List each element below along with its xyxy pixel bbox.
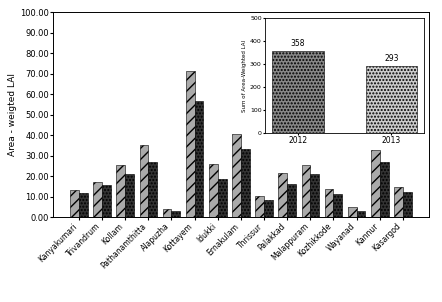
Bar <box>272 51 324 133</box>
Bar <box>357 211 366 217</box>
Bar <box>102 185 111 217</box>
Bar <box>194 101 203 217</box>
Bar <box>116 165 125 217</box>
Bar <box>232 134 241 217</box>
Bar <box>394 187 403 217</box>
Bar <box>140 145 149 217</box>
Bar <box>163 209 171 217</box>
Bar <box>301 165 310 217</box>
Bar <box>333 194 342 217</box>
Bar <box>171 211 180 217</box>
Bar <box>403 192 412 217</box>
Text: 358: 358 <box>291 40 305 48</box>
Bar <box>325 189 333 217</box>
Bar <box>366 66 417 133</box>
Bar <box>70 190 79 217</box>
Text: 293: 293 <box>384 54 399 63</box>
Bar <box>241 149 250 217</box>
Bar <box>371 150 380 217</box>
Bar <box>380 162 389 217</box>
Bar <box>93 182 102 217</box>
Bar <box>149 162 157 217</box>
Bar <box>287 184 296 217</box>
Bar <box>264 200 273 217</box>
Bar <box>348 207 357 217</box>
Bar <box>125 174 134 217</box>
Bar <box>310 174 319 217</box>
Bar <box>255 196 264 217</box>
Bar <box>186 71 194 217</box>
Y-axis label: Sum of Area-Weighted LAI: Sum of Area-Weighted LAI <box>242 40 247 111</box>
Bar <box>278 173 287 217</box>
Bar <box>209 164 218 217</box>
Y-axis label: Area - weigted LAI: Area - weigted LAI <box>8 73 17 156</box>
Bar <box>218 179 227 217</box>
Bar <box>79 193 88 217</box>
